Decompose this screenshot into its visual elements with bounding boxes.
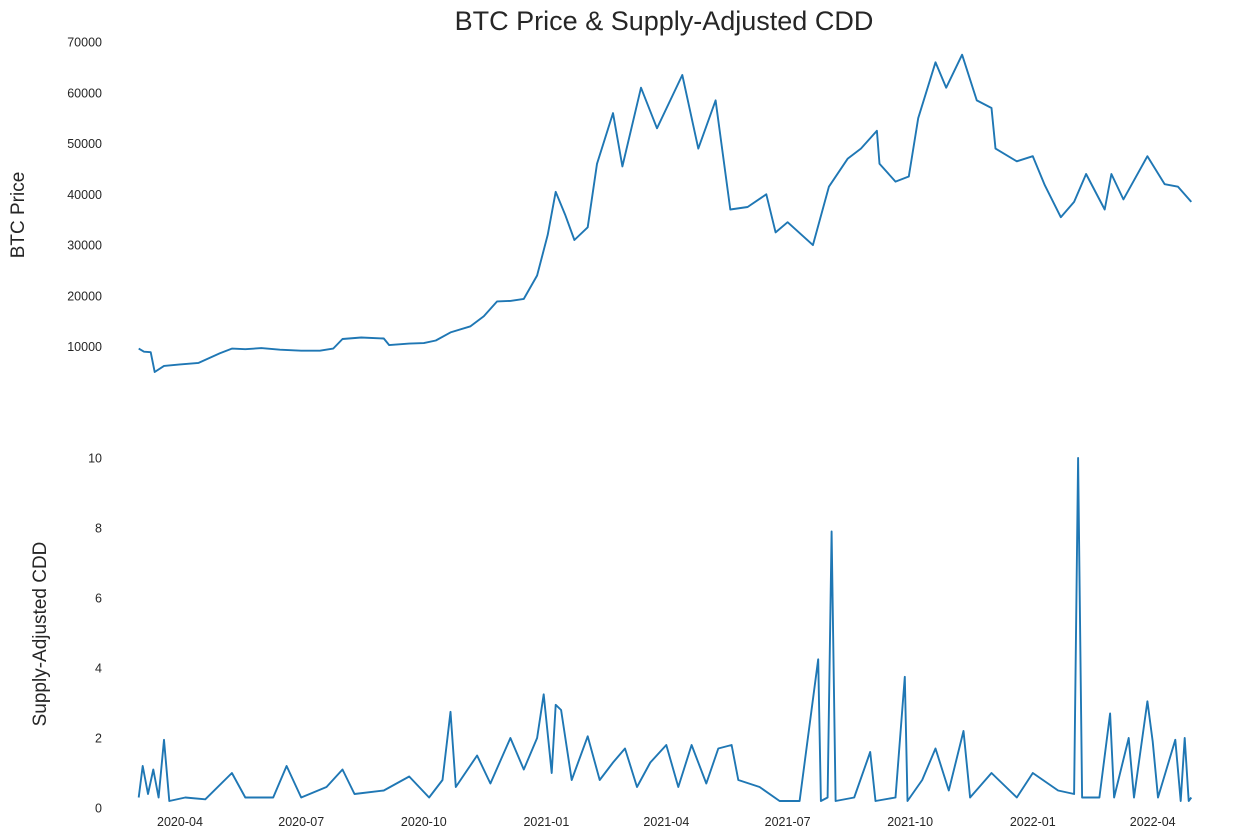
chart-title: BTC Price & Supply-Adjusted CDD — [455, 6, 874, 36]
price-y-tick-label: 60000 — [67, 86, 102, 100]
price-series-line — [138, 53, 1193, 373]
price-y-axis-ticks: 10000 20000 30000 40000 50000 60000 70000 — [67, 36, 102, 355]
x-tick-label: 2021-10 — [887, 815, 933, 829]
cdd-y-axis-label: Supply-Adjusted CDD — [30, 542, 51, 727]
price-y-tick-label: 40000 — [67, 188, 102, 202]
cdd-y-tick-label: 0 — [95, 802, 102, 816]
x-tick-label: 2021-07 — [765, 815, 811, 829]
x-tick-label: 2020-04 — [157, 815, 203, 829]
cdd-panel: Supply-Adjusted CDD 0 2 4 6 8 10 — [30, 452, 1193, 816]
price-y-axis-label: BTC Price — [8, 172, 29, 259]
cdd-y-tick-label: 6 — [95, 592, 102, 606]
x-tick-label: 2020-07 — [278, 815, 324, 829]
cdd-y-tick-label: 2 — [95, 732, 102, 746]
cdd-series-line — [137, 457, 1193, 802]
price-y-tick-label: 20000 — [67, 289, 102, 303]
price-y-tick-label: 30000 — [67, 239, 102, 253]
price-panel: BTC Price 10000 20000 30000 40000 50000 60000… — [8, 36, 1193, 373]
cdd-y-tick-label: 8 — [95, 522, 102, 536]
price-y-tick-label: 70000 — [67, 36, 102, 50]
x-tick-label: 2022-04 — [1130, 815, 1176, 829]
price-series-group — [138, 53, 1193, 373]
x-tick-label: 2021-01 — [523, 815, 569, 829]
cdd-series-group — [137, 457, 1193, 802]
x-axis-ticks: 2020-04 2020-07 2020-10 2021-01 2021-04 2021-… — [157, 815, 1176, 829]
cdd-y-axis-ticks: 0 2 4 6 8 10 — [88, 452, 102, 816]
x-tick-label: 2020-10 — [401, 815, 447, 829]
cdd-y-tick-label: 10 — [88, 452, 102, 466]
cdd-y-tick-label: 4 — [95, 662, 102, 676]
x-tick-label: 2021-04 — [643, 815, 689, 829]
price-y-tick-label: 50000 — [67, 137, 102, 151]
price-y-tick-label: 10000 — [67, 340, 102, 354]
x-tick-label: 2022-01 — [1010, 815, 1056, 829]
